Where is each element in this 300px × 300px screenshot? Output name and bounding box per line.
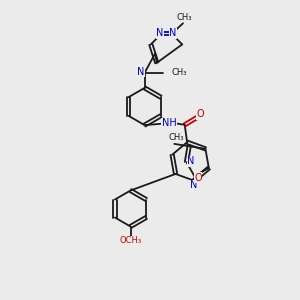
Text: N: N — [156, 28, 164, 38]
Text: O: O — [194, 172, 202, 183]
Text: O: O — [196, 109, 204, 119]
Text: NH: NH — [162, 118, 176, 128]
Text: CH₃: CH₃ — [177, 13, 192, 22]
Text: N: N — [169, 28, 177, 38]
Text: N: N — [190, 180, 197, 190]
Text: N: N — [187, 156, 195, 166]
Text: CH₃: CH₃ — [168, 134, 184, 142]
Text: CH₃: CH₃ — [171, 68, 187, 77]
Text: OCH₃: OCH₃ — [119, 236, 142, 245]
Text: N: N — [137, 67, 145, 77]
